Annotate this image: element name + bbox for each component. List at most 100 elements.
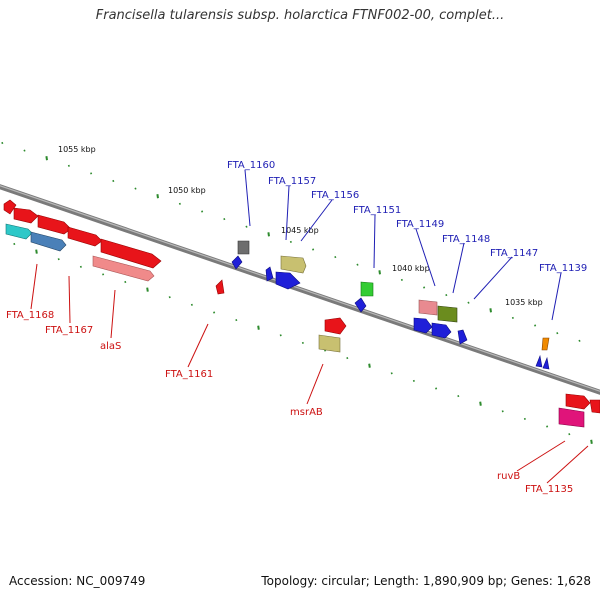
gene-feature[interactable] bbox=[265, 266, 274, 282]
scale-tick bbox=[578, 339, 581, 342]
scale-tick bbox=[378, 270, 381, 275]
scale-tick bbox=[523, 417, 526, 420]
scale-tick bbox=[334, 256, 337, 259]
gene-feature[interactable] bbox=[457, 329, 468, 345]
forward-features bbox=[3, 199, 550, 370]
scale-tick bbox=[146, 287, 149, 292]
scale-tick bbox=[223, 218, 226, 221]
gene-label-fta-1147[interactable]: FTA_1147 bbox=[490, 248, 538, 259]
scale-tick bbox=[13, 242, 16, 246]
forward-leader-lines bbox=[244, 169, 562, 321]
scale-tick bbox=[445, 294, 448, 297]
scale-tick bbox=[201, 210, 204, 213]
gene-label-fta-1151[interactable]: FTA_1151 bbox=[353, 205, 401, 216]
gene-label-fta-1161[interactable]: FTA_1161 bbox=[165, 369, 213, 380]
gene-label-msrab[interactable]: msrAB bbox=[290, 407, 323, 418]
topology-summary: Topology: circular; Length: 1,890,909 bp… bbox=[261, 574, 591, 588]
gene-feature[interactable] bbox=[231, 255, 243, 270]
gene-feature[interactable] bbox=[237, 240, 250, 255]
scale-tick bbox=[279, 334, 282, 337]
scale-tick bbox=[423, 286, 426, 289]
scale-tick bbox=[178, 202, 181, 205]
gene-feature[interactable] bbox=[558, 407, 585, 428]
gene-label-ruvb[interactable]: ruvB bbox=[497, 471, 520, 482]
scale-tick bbox=[346, 357, 349, 360]
scale-tick bbox=[257, 325, 260, 330]
scale-tick bbox=[245, 225, 248, 228]
gene-feature[interactable] bbox=[354, 297, 367, 313]
gene-feature[interactable] bbox=[565, 393, 591, 410]
gene-feature[interactable] bbox=[542, 356, 550, 370]
scale-tick bbox=[301, 341, 304, 344]
scale-tick bbox=[112, 179, 115, 183]
gene-feature[interactable] bbox=[37, 214, 72, 235]
gene-feature[interactable] bbox=[13, 207, 39, 224]
gene-feature[interactable] bbox=[418, 299, 438, 316]
scale-tick bbox=[134, 187, 137, 190]
gene-feature[interactable] bbox=[413, 317, 433, 334]
gene-label-fta-1157[interactable]: FTA_1157 bbox=[268, 176, 316, 187]
scale-tick bbox=[45, 156, 48, 161]
gene-label-fta-1139[interactable]: FTA_1139 bbox=[539, 263, 587, 274]
gene-feature[interactable] bbox=[215, 279, 225, 295]
gene-label-fta-1148[interactable]: FTA_1148 bbox=[442, 234, 490, 245]
scale-tick bbox=[368, 363, 371, 368]
reverse-features bbox=[215, 279, 600, 428]
gene-label-fta-1149[interactable]: FTA_1149 bbox=[396, 219, 444, 230]
scale-label-1035: 1035 kbp bbox=[505, 298, 543, 307]
gene-feature[interactable] bbox=[5, 223, 33, 240]
scale-tick bbox=[124, 280, 127, 284]
scale-tick bbox=[457, 395, 460, 398]
gene-feature[interactable] bbox=[541, 337, 550, 351]
scale-tick bbox=[435, 387, 438, 390]
scale-tick bbox=[534, 324, 537, 327]
scale-tick bbox=[57, 258, 60, 261]
gene-feature[interactable] bbox=[67, 226, 103, 247]
genome-backbone-highlight bbox=[0, 185, 600, 392]
gene-feature[interactable] bbox=[431, 322, 452, 339]
gene-label-fta-1167[interactable]: FTA_1167 bbox=[45, 325, 93, 336]
gene-feature[interactable] bbox=[92, 255, 155, 282]
gene-feature[interactable] bbox=[535, 354, 543, 368]
gene-feature[interactable] bbox=[275, 271, 301, 290]
gene-feature[interactable] bbox=[3, 199, 17, 215]
scale-tick bbox=[312, 248, 315, 251]
gene-feature[interactable] bbox=[280, 255, 307, 274]
reverse-labels: FTA_1168 FTA_1167 alaS FTA_1161 msrAB ru… bbox=[6, 310, 573, 495]
gene-label-alas[interactable]: alaS bbox=[100, 341, 121, 352]
reverse-leader-lines bbox=[30, 263, 589, 484]
gene-feature[interactable] bbox=[324, 317, 347, 335]
scale-tick bbox=[190, 303, 193, 306]
scale-tick bbox=[23, 149, 26, 152]
gene-label-fta-1156[interactable]: FTA_1156 bbox=[311, 190, 359, 201]
scale-tick bbox=[511, 316, 514, 319]
scale-label-1055: 1055 kbp bbox=[58, 145, 96, 154]
scale-tick bbox=[356, 263, 359, 266]
gene-label-fta-1168[interactable]: FTA_1168 bbox=[6, 310, 54, 321]
gene-label-fta-1160[interactable]: FTA_1160 bbox=[227, 160, 275, 171]
scale-tick bbox=[412, 379, 415, 382]
gene-feature[interactable] bbox=[437, 305, 458, 323]
scale-tick bbox=[267, 232, 270, 237]
scale-tick bbox=[546, 425, 549, 428]
gene-label-fta-1135[interactable]: FTA_1135 bbox=[525, 484, 573, 495]
gene-feature[interactable] bbox=[589, 399, 600, 414]
scale-tick bbox=[1, 141, 4, 145]
scale-tick bbox=[102, 273, 105, 276]
scale-tick bbox=[213, 311, 216, 314]
gene-feature[interactable] bbox=[30, 231, 67, 252]
scale-tick bbox=[556, 332, 559, 335]
gene-feature[interactable] bbox=[318, 334, 341, 353]
gene-feature[interactable] bbox=[360, 281, 374, 297]
scale-tick bbox=[168, 296, 171, 299]
scale-tick bbox=[568, 433, 571, 436]
map-title: Francisella tularensis subsp. holarctica… bbox=[95, 8, 505, 23]
scale-ticks-outer bbox=[1, 141, 581, 342]
scale-tick bbox=[35, 249, 38, 254]
gene-feature[interactable] bbox=[100, 238, 162, 269]
scale-tick bbox=[489, 308, 492, 313]
scale-tick bbox=[467, 301, 470, 304]
accession-text: Accession: NC_009749 bbox=[9, 574, 146, 588]
scale-label-1050: 1050 kbp bbox=[168, 186, 206, 195]
